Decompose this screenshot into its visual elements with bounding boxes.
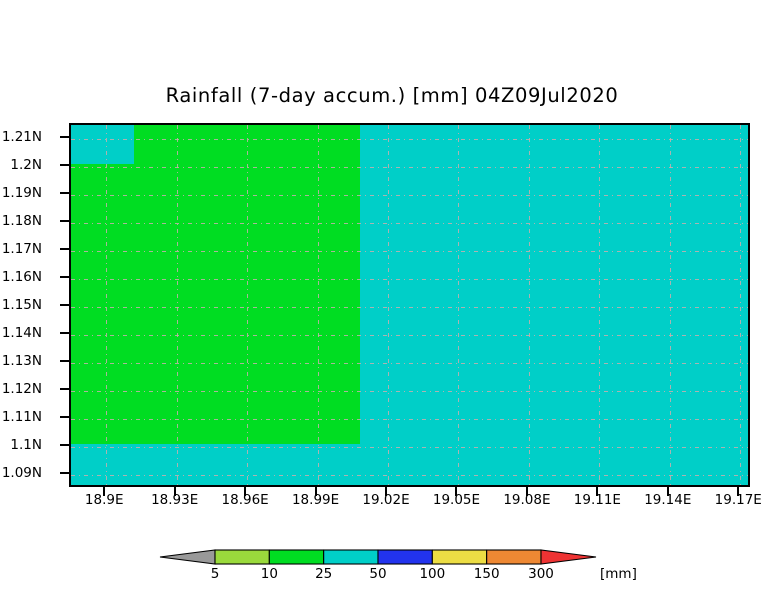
- gridline-vertical: [388, 125, 390, 485]
- x-axis-tick-mark: [173, 487, 176, 496]
- x-axis-tick-label: 19.08E: [503, 492, 551, 508]
- colorbar-band: [486, 549, 542, 565]
- gridline-horizontal: [71, 447, 748, 448]
- colorbar-tick-label: 150: [473, 566, 500, 582]
- field-region: [71, 125, 360, 445]
- gridline-vertical: [106, 125, 108, 485]
- chart-title: Rainfall (7-day accum.) [mm] 04Z09Jul202…: [165, 84, 619, 107]
- colorbar-tick-label: 50: [369, 566, 387, 582]
- colorbar-tick-label: 300: [528, 566, 554, 582]
- gridline-horizontal: [71, 195, 748, 196]
- y-axis-tick-mark: [60, 416, 69, 418]
- x-axis-tick-mark: [103, 487, 106, 496]
- y-axis-tick-mark: [60, 360, 69, 362]
- y-axis-tick-label: 1.2N: [10, 157, 42, 173]
- x-axis-tick-label: 18.99E: [291, 492, 340, 508]
- y-axis-tick-mark: [60, 164, 69, 166]
- y-axis-tick-label: 1.1N: [10, 437, 42, 453]
- x-axis-tick-mark: [385, 487, 388, 496]
- gridline-vertical: [669, 125, 671, 485]
- x-axis-tick-label: 19.05E: [432, 492, 481, 508]
- y-axis-tick-mark: [60, 332, 69, 334]
- y-axis-tick-label: 1.21N: [1, 129, 42, 145]
- colorbar-band-overflow: [540, 549, 597, 565]
- colorbar-tick-label: 10: [260, 566, 278, 582]
- gridline-horizontal: [71, 363, 748, 364]
- gridline-horizontal: [71, 335, 748, 336]
- y-axis-tick-mark: [60, 388, 69, 390]
- x-axis-tick-mark: [737, 487, 740, 496]
- x-axis-tick-mark: [455, 487, 458, 496]
- x-axis-tick-label: 19.14E: [644, 492, 692, 508]
- x-axis-tick-label: 18.96E: [221, 492, 269, 508]
- gridline-horizontal: [71, 475, 748, 476]
- y-axis-tick-label: 1.16N: [1, 269, 42, 285]
- x-axis-tick-mark: [314, 487, 317, 496]
- y-axis-tick-label: 1.19N: [1, 185, 42, 201]
- x-axis-tick-mark: [666, 487, 669, 496]
- field-region: [71, 125, 135, 165]
- y-axis-tick-label: 1.15N: [1, 297, 42, 313]
- y-axis-tick-label: 1.09N: [1, 465, 42, 481]
- gridline-vertical: [740, 125, 742, 485]
- x-axis-tick-label: 18.93E: [151, 492, 199, 508]
- x-axis-tick-label: 19.17E: [714, 492, 762, 508]
- y-axis-tick-label: 1.17N: [1, 241, 42, 257]
- gridline-horizontal: [71, 391, 748, 392]
- gridline-vertical: [317, 125, 319, 485]
- y-axis-tick-label: 1.18N: [1, 213, 42, 229]
- y-axis-tick-mark: [60, 304, 69, 306]
- colorbar-tick-label: 25: [315, 566, 333, 582]
- y-axis-tick-label: 1.14N: [1, 325, 42, 341]
- y-axis-tick-mark: [60, 220, 69, 222]
- colorbar-band: [431, 549, 488, 565]
- y-axis-tick-mark: [60, 136, 69, 138]
- gridline-vertical: [247, 125, 249, 485]
- y-axis-tick-label: 1.13N: [1, 353, 42, 369]
- y-axis-tick-label: 1.12N: [1, 381, 42, 397]
- gridline-horizontal: [71, 223, 748, 224]
- gridline-horizontal: [71, 139, 748, 140]
- x-axis-tick-label: 18.9E: [84, 492, 124, 508]
- gridline-horizontal: [71, 251, 748, 252]
- gridline-vertical: [599, 125, 601, 485]
- colorbar-tick-label: 100: [419, 566, 446, 582]
- colorbar-band: [377, 549, 433, 565]
- y-axis-tick-label: 1.11N: [1, 409, 42, 425]
- colorbar-units-label: [mm]: [600, 566, 637, 582]
- gridline-horizontal: [71, 167, 748, 168]
- colorbar-band: [214, 549, 270, 565]
- gridline-vertical: [528, 125, 530, 485]
- gridline-horizontal: [71, 419, 748, 420]
- gridline-horizontal: [71, 279, 748, 280]
- y-axis-tick-mark: [60, 192, 69, 194]
- colorbar-tick-label: 5: [210, 566, 220, 582]
- y-axis-tick-mark: [60, 472, 69, 474]
- plot-area: [69, 123, 750, 487]
- colorbar-band: [323, 549, 379, 565]
- y-axis-tick-mark: [60, 276, 69, 278]
- gridline-horizontal: [71, 307, 748, 308]
- y-axis-tick-mark: [60, 444, 69, 446]
- x-axis-tick-mark: [525, 487, 528, 496]
- colorbar-band-underflow: [159, 549, 216, 565]
- x-axis-tick-label: 19.02E: [362, 492, 410, 508]
- x-axis-tick-mark: [596, 487, 599, 496]
- y-axis-tick-mark: [60, 248, 69, 250]
- colorbar-band: [268, 549, 325, 565]
- gridline-vertical: [458, 125, 460, 485]
- gridline-vertical: [176, 125, 178, 485]
- x-axis-tick-mark: [244, 487, 247, 496]
- x-axis-tick-label: 19.11E: [573, 492, 621, 508]
